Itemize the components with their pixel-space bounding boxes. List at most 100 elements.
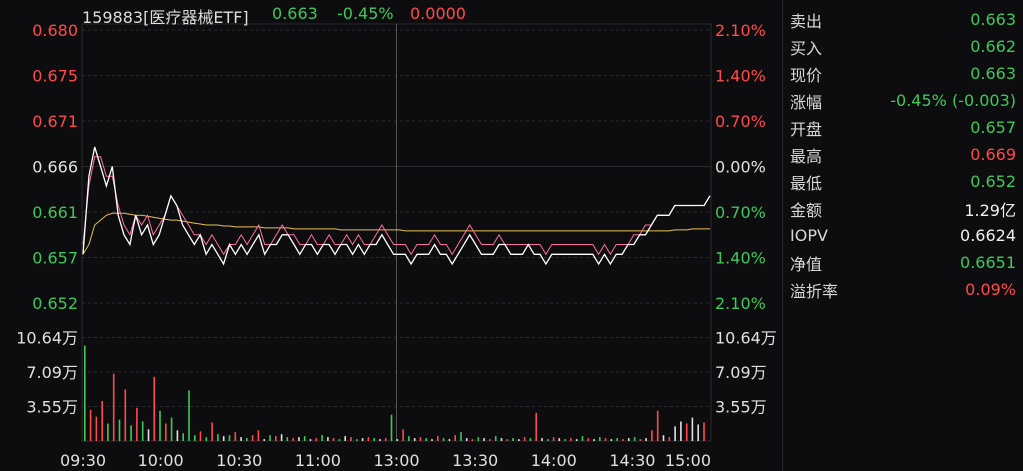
volume-bar [437, 436, 439, 441]
volume-bar [246, 438, 248, 441]
volume-bar [332, 438, 335, 441]
volume-bar [564, 439, 566, 441]
volume-bar [599, 437, 601, 441]
volume-tick-label: 3.55万 [26, 397, 78, 416]
price-tick-label: 0.661 [32, 203, 78, 222]
volume-bar [159, 410, 161, 441]
quote-row-current: 现价 0.663 [790, 60, 1020, 87]
volume-bar [500, 438, 503, 441]
price-tick-label: 0.657 [32, 249, 78, 268]
volume-bar [130, 425, 132, 441]
volume-tick-label: 7.09万 [26, 363, 78, 382]
quote-row-iopv: IOPV 0.6624 [790, 222, 1020, 249]
quote-panel: 卖出 0.663 买入 0.662 现价 0.663 涨幅 -0.45% (-0.003… [790, 6, 1020, 303]
volume-bar [217, 434, 219, 441]
volume-bar [222, 436, 225, 441]
time-tick-label: 11:00 [295, 451, 341, 470]
volume-bar [691, 417, 694, 441]
volume-bar [703, 422, 705, 441]
volume-bar [396, 439, 399, 441]
volume-bar [211, 422, 213, 441]
quote-value: 0.652 [970, 172, 1016, 191]
volume-bar [361, 438, 364, 441]
volume-bar [234, 432, 237, 441]
quote-row-sell: 卖出 0.663 [790, 6, 1020, 33]
volume-bar [575, 439, 578, 441]
volume-bar [84, 345, 86, 441]
volume-bar [616, 438, 618, 441]
quote-value: 0.669 [970, 145, 1016, 164]
header-change-pct: -0.45% [337, 4, 394, 23]
volume-tick-label: 3.55万 [715, 397, 767, 416]
iopv-line [82, 156, 711, 256]
pct-tick-label: 0.70% [715, 112, 766, 131]
volume-bar [367, 437, 370, 441]
volume-bar [656, 410, 659, 441]
volume-bar [593, 439, 595, 441]
volume-bar [604, 438, 607, 441]
volume-bar [465, 438, 468, 441]
volume-bar [552, 437, 555, 441]
volume-bar [373, 438, 375, 441]
volume-bar [622, 439, 624, 441]
quote-row-nav: 净值 0.6651 [790, 249, 1020, 276]
pct-tick-label: 1.40% [715, 67, 766, 86]
volume-bar [610, 439, 613, 441]
quote-value: 0.6651 [960, 253, 1016, 272]
volume-bar [529, 438, 532, 441]
quote-row-high: 最高 0.669 [790, 141, 1020, 168]
volume-bar [112, 373, 115, 441]
volume-bar [263, 439, 265, 441]
quote-row-open: 开盘 0.657 [790, 114, 1020, 141]
volume-bar [419, 437, 422, 441]
time-tick-label: 14:00 [531, 451, 577, 470]
pct-tick-label: 2.10% [715, 294, 766, 313]
volume-bar [570, 438, 572, 441]
volume-bar [477, 437, 480, 441]
pct-tick-label: 0.70% [715, 203, 766, 222]
volume-bar [89, 409, 92, 441]
volume-bar [327, 437, 329, 441]
volume-bar [188, 390, 190, 441]
volume-bar [107, 423, 109, 441]
intraday-chart: 0.680 2.10% 0.675 1.40% 0.671 0.70% 0.666 0.00%… [16, 4, 777, 470]
quote-label: IOPV [790, 226, 828, 245]
volume-bar [425, 438, 427, 441]
quote-label: 现价 [790, 65, 823, 85]
volume-bar [506, 439, 509, 441]
quote-value: 0.6624 [960, 226, 1016, 245]
volume-bar [257, 430, 260, 441]
volume-bar [228, 435, 231, 441]
volume-bar [633, 437, 636, 441]
volume-bar [199, 431, 202, 441]
volume-bar [668, 437, 671, 441]
volume-bar [176, 430, 179, 441]
panel-divider [782, 0, 783, 471]
volume-bar [547, 439, 549, 441]
quote-row-low: 最低 0.652 [790, 168, 1020, 195]
time-tick-label: 14:30 [609, 451, 655, 470]
header-security-name: 159883[医疗器械ETF] [82, 8, 249, 27]
volume-bar [101, 401, 103, 441]
volume-bar [147, 429, 150, 441]
quote-value: 0.663 [970, 64, 1016, 83]
volume-bar [269, 435, 271, 441]
volume-bar [685, 423, 688, 441]
volume-bar [136, 407, 138, 441]
time-tick-label: 09:30 [60, 451, 106, 470]
volume-bar [315, 438, 318, 441]
time-tick-label: 13:00 [373, 451, 419, 470]
price-tick-label: 0.675 [32, 67, 78, 86]
volume-bar [674, 426, 676, 441]
time-tick-label: 13:30 [452, 451, 498, 470]
volume-bar [587, 438, 590, 441]
volume-bar [645, 438, 647, 441]
volume-bar [286, 437, 289, 441]
quote-label: 最低 [790, 173, 823, 193]
volume-bar [356, 439, 358, 441]
volume-bar [662, 435, 665, 441]
volume-bar [298, 437, 300, 441]
volume-bar [384, 438, 387, 441]
quote-value: 0.657 [970, 118, 1016, 137]
quote-value: 1.29亿 [964, 200, 1016, 220]
